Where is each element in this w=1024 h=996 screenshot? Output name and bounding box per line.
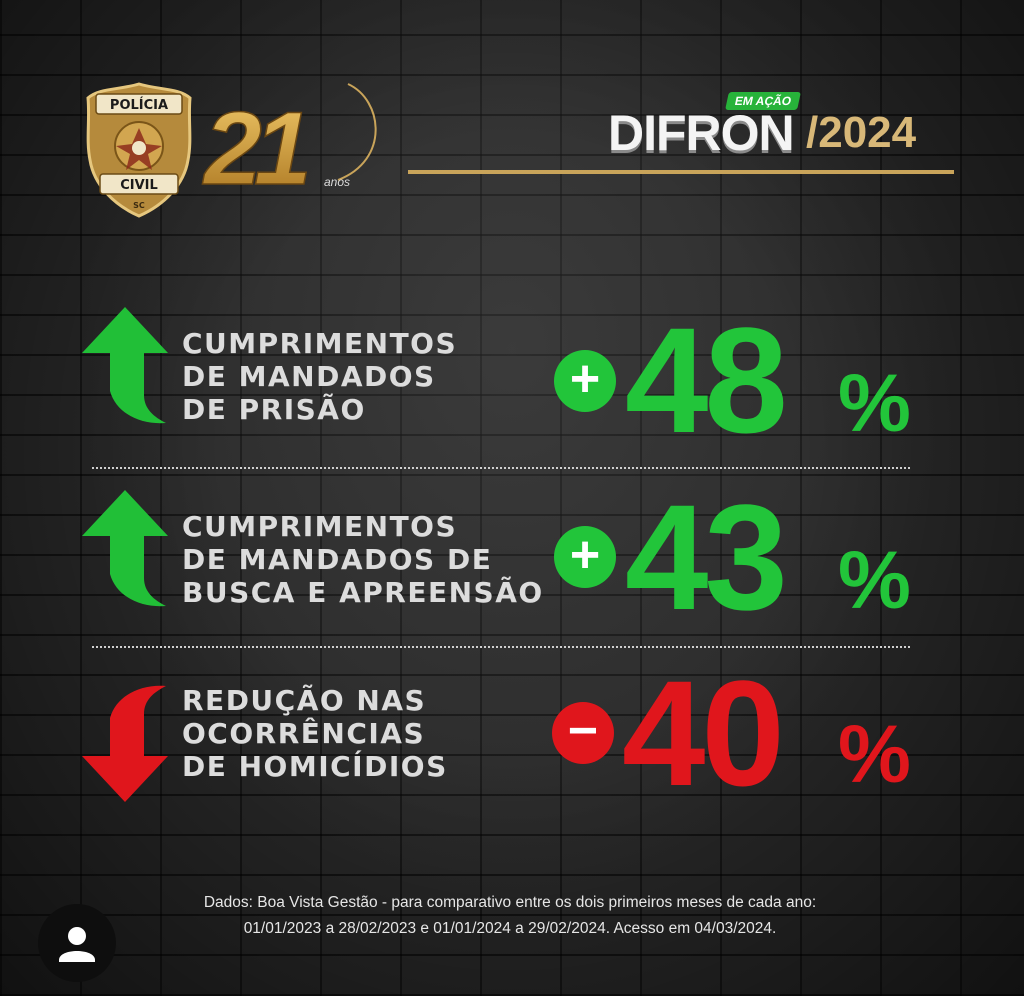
stat-label-line: OCORRÊNCIAS [182,717,426,750]
anniversary-word: anos [324,175,350,189]
percent-sign: % [838,535,911,626]
row-divider [92,467,910,469]
badge-top-text: POLÍCIA [110,97,168,113]
police-badge-logo: POLÍCIA CIVIL SC [86,82,192,218]
stat-label-line: DE PRISÃO [182,393,366,426]
plus-sign-badge: + [554,526,616,588]
stat-label-line: DE MANDADOS [182,360,436,393]
stat-label: REDUÇÃO NAS OCORRÊNCIAS DE HOMICÍDIOS [182,684,448,783]
stat-label-line: CUMPRIMENTOS [182,327,458,360]
stat-label: CUMPRIMENTOS DE MANDADOS DE PRISÃO [182,327,457,426]
arrow-up-icon [82,307,168,424]
footer-line-1: Dados: Boa Vista Gestão - para comparati… [203,894,817,911]
plus-sign-badge: + [554,350,616,412]
stat-value: 48 [625,296,788,464]
stat-label-line: CUMPRIMENTOS [182,510,458,543]
percent-sign: % [838,709,911,800]
profile-avatar-button[interactable] [38,904,116,982]
percent-sign: % [838,358,911,449]
stat-value: 43 [625,473,788,641]
arrow-down-icon [82,685,168,802]
stat-label-line: BUSCA E APREENSÃO [182,576,544,609]
stat-row-arrest-warrants: CUMPRIMENTOS DE MANDADOS DE PRISÃO + 48 … [0,305,1024,465]
arrow-up-icon [82,490,168,607]
minus-sign-badge: − [552,702,614,764]
stat-label: CUMPRIMENTOS DE MANDADOS DE BUSCA E APRE… [182,510,544,609]
stat-label-line: DE HOMICÍDIOS [182,750,448,783]
stat-row-search-warrants: CUMPRIMENTOS DE MANDADOS DE BUSCA E APRE… [0,482,1024,648]
stat-row-homicides: REDUÇÃO NAS OCORRÊNCIAS DE HOMICÍDIOS − … [0,658,1024,832]
anniversary-number: 21 [202,91,307,207]
data-source-note: Dados: Boa Vista Gestão - para comparati… [120,890,900,942]
stat-label-line: DE MANDADOS DE [182,543,493,576]
footer-line-2: 01/01/2023 a 28/02/2023 e 01/01/2024 a 2… [243,920,777,937]
stat-value: 40 [622,649,785,817]
stat-label-line: REDUÇÃO NAS [182,684,427,717]
header-divider [408,170,954,174]
anniversary-21-logo: 21 anos [201,83,377,208]
program-name: DIFRON [608,105,795,161]
row-divider [92,646,910,648]
user-icon [59,927,95,962]
program-year: /2024 [806,108,917,157]
badge-bottom-text: CIVIL [120,178,158,193]
badge-state-text: SC [133,201,145,210]
